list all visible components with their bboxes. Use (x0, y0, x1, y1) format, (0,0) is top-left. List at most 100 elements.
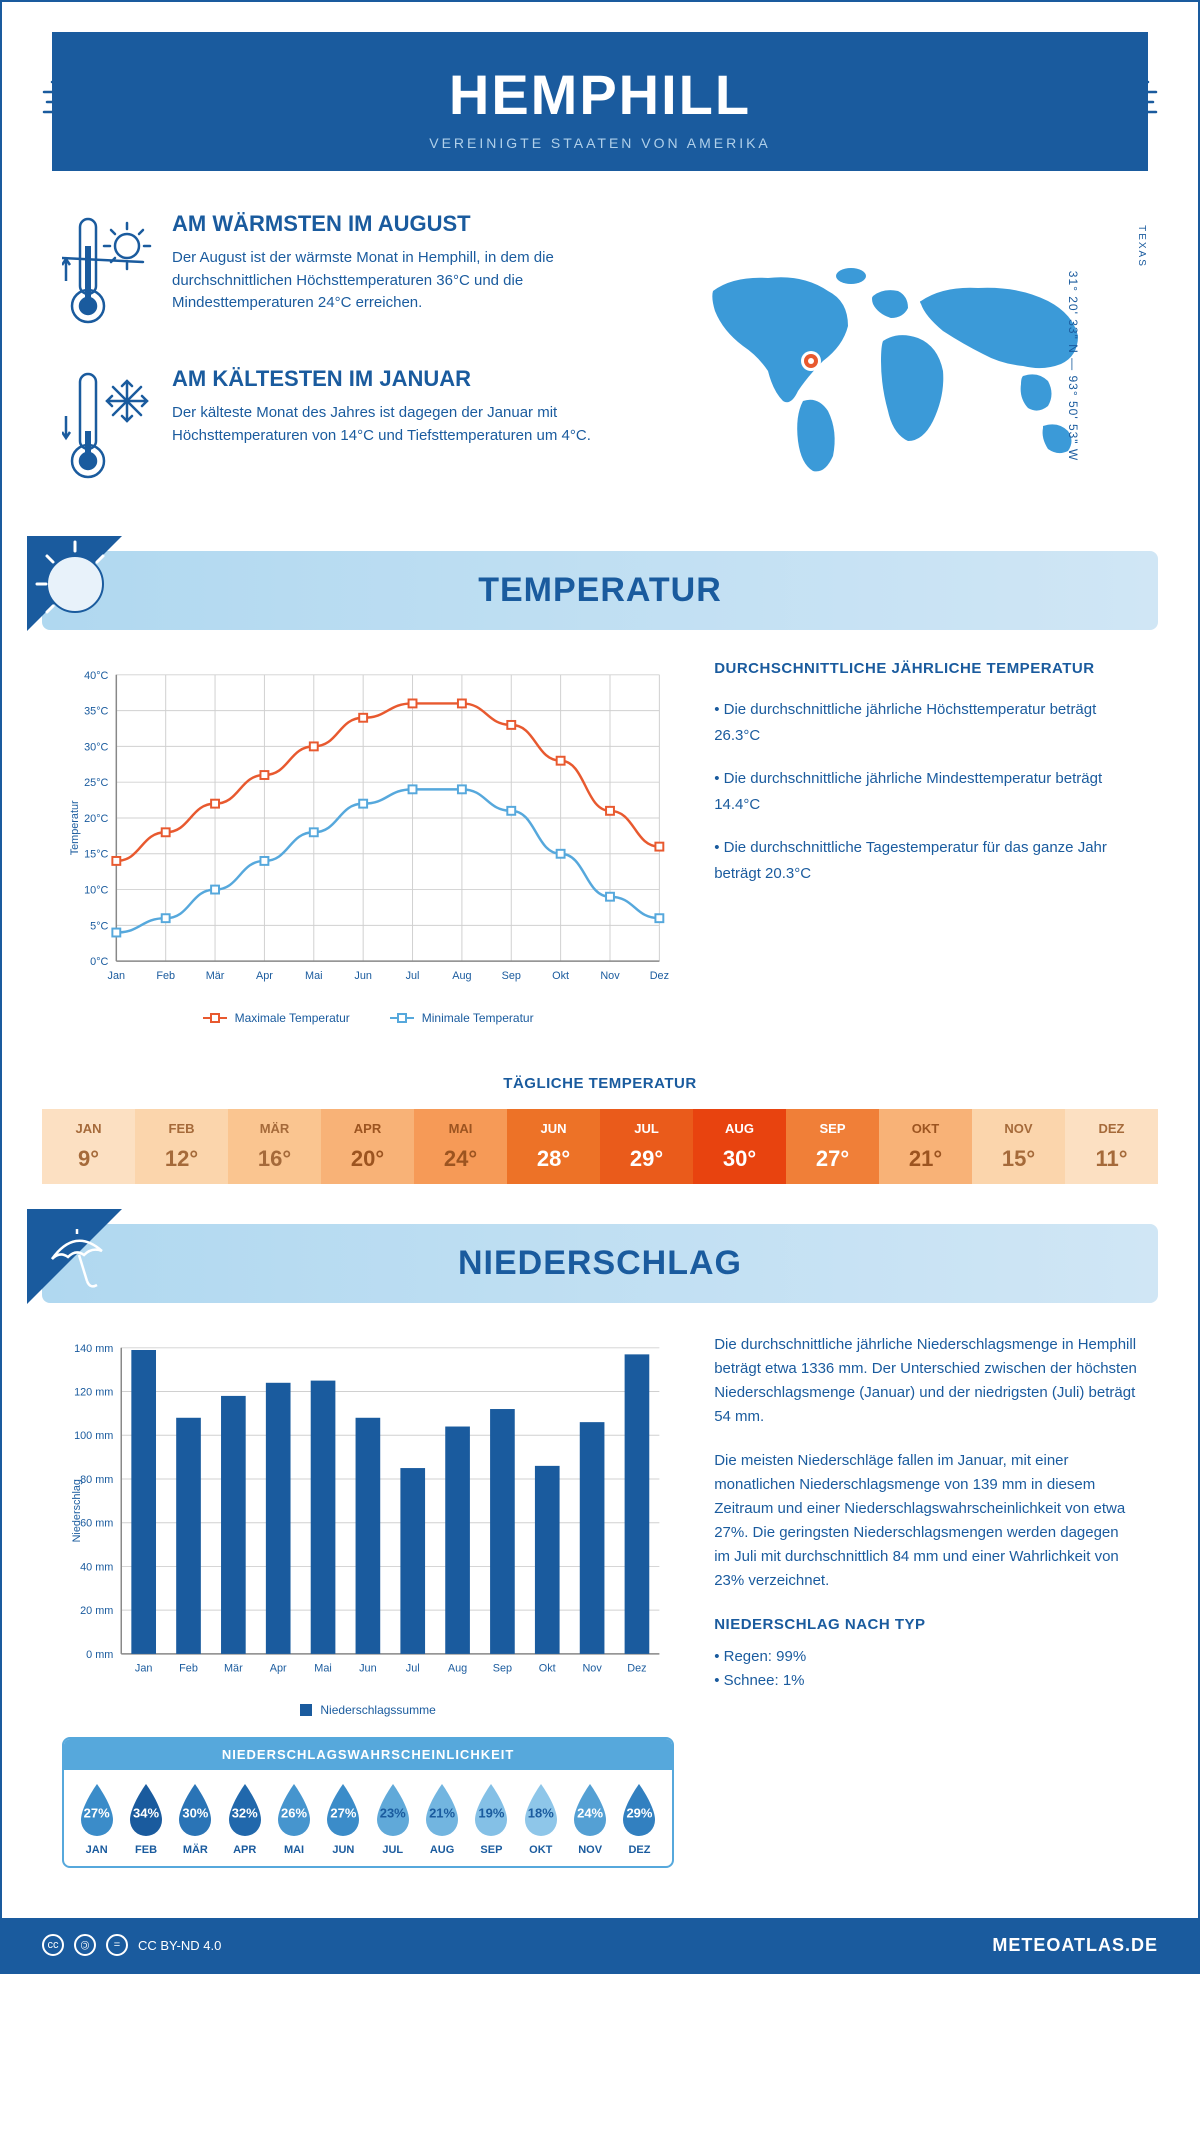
temp-info-bullet: • Die durchschnittliche jährliche Höchst… (714, 697, 1138, 748)
svg-text:20 mm: 20 mm (80, 1605, 113, 1617)
precip-prob-cell: 29%DEZ (615, 1782, 664, 1856)
svg-text:0 mm: 0 mm (86, 1649, 113, 1661)
svg-text:Aug: Aug (448, 1662, 467, 1674)
svg-text:Okt: Okt (552, 970, 569, 982)
svg-text:Jan: Jan (135, 1662, 153, 1674)
svg-text:100 mm: 100 mm (74, 1430, 113, 1442)
legend-min-label: Minimale Temperatur (422, 1011, 534, 1025)
svg-text:60 mm: 60 mm (80, 1517, 113, 1529)
legend-max-label: Maximale Temperatur (235, 1011, 350, 1025)
temperature-section-title: TEMPERATUR (42, 571, 1158, 610)
precip-type-heading: NIEDERSCHLAG NACH TYP (714, 1613, 1138, 1637)
precip-prob-cell: 18%OKT (516, 1782, 565, 1856)
daily-temp-cell: MAI24° (414, 1109, 507, 1184)
svg-text:30°C: 30°C (84, 741, 108, 753)
svg-text:20°C: 20°C (84, 813, 108, 825)
umbrella-icon (27, 1209, 137, 1319)
temperature-info: DURCHSCHNITTLICHE JÄHRLICHE TEMPERATUR •… (714, 660, 1138, 1025)
temperature-line-chart: 0°C 5°C 10°C 15°C 20°C 25°C 30°C 35°C 40°C Jan Feb… (62, 660, 674, 1025)
svg-text:Feb: Feb (156, 970, 175, 982)
svg-text:Jan: Jan (108, 970, 126, 982)
svg-text:5°C: 5°C (90, 920, 108, 932)
precip-prob-cell: 34%FEB (121, 1782, 170, 1856)
svg-text:Jun: Jun (359, 1662, 377, 1674)
svg-text:0°C: 0°C (90, 956, 108, 968)
precip-text-p2: Die meisten Niederschläge fallen im Janu… (714, 1449, 1138, 1593)
daily-temp-cell: AUG30° (693, 1109, 786, 1184)
daily-temp-cell: DEZ11° (1065, 1109, 1158, 1184)
cc-nd-icon: = (106, 1934, 128, 1956)
svg-text:Jul: Jul (406, 1662, 420, 1674)
svg-text:Okt: Okt (539, 1662, 556, 1674)
svg-text:Temperatur: Temperatur (69, 800, 81, 855)
coordinates-label: 31° 20' 33" N — 93° 50' 53" W (1066, 271, 1080, 461)
precipitation-bar-chart: 0 mm20 mm40 mm60 mm80 mm100 mm120 mm140 … (62, 1333, 674, 1717)
warmest-summary: AM WÄRMSTEN IM AUGUST Der August ist der… (62, 211, 607, 336)
svg-text:Dez: Dez (650, 970, 669, 982)
svg-text:Dez: Dez (627, 1662, 646, 1674)
coldest-text: Der kälteste Monat des Jahres ist dagege… (172, 402, 607, 447)
daily-temp-cell: JUN28° (507, 1109, 600, 1184)
site-label: METEOATLAS.DE (992, 1935, 1158, 1956)
temp-info-bullet: • Die durchschnittliche Tagestemperatur … (714, 835, 1138, 886)
svg-text:Apr: Apr (270, 1662, 287, 1674)
cc-by-icon: 🄯 (74, 1934, 96, 1956)
warmest-heading: AM WÄRMSTEN IM AUGUST (172, 211, 607, 237)
svg-text:Mai: Mai (305, 970, 323, 982)
precipitation-info: Die durchschnittliche jährliche Niedersc… (714, 1333, 1138, 1868)
precipitation-probability-box: NIEDERSCHLAGSWAHRSCHEINLICHKEIT 27%JAN34… (62, 1737, 674, 1868)
svg-text:15°C: 15°C (84, 849, 108, 861)
svg-text:25°C: 25°C (84, 777, 108, 789)
precip-prob-cell: 27%JUN (319, 1782, 368, 1856)
svg-text:Jun: Jun (354, 970, 372, 982)
svg-text:Apr: Apr (256, 970, 273, 982)
svg-text:Sep: Sep (493, 1662, 512, 1674)
svg-text:Aug: Aug (452, 970, 471, 982)
cc-icon: cc (42, 1934, 64, 1956)
world-map (683, 246, 1103, 486)
svg-text:Feb: Feb (179, 1662, 198, 1674)
daily-temp-cell: OKT21° (879, 1109, 972, 1184)
temp-info-heading: DURCHSCHNITTLICHE JÄHRLICHE TEMPERATUR (714, 660, 1138, 677)
daily-temp-cell: MÄR16° (228, 1109, 321, 1184)
svg-text:Sep: Sep (502, 970, 521, 982)
license-label: CC BY-ND 4.0 (138, 1938, 221, 1953)
precipitation-section-title: NIEDERSCHLAG (42, 1244, 1158, 1283)
coldest-heading: AM KÄLTESTEN IM JANUAR (172, 366, 607, 392)
daily-temp-cell: SEP27° (786, 1109, 879, 1184)
svg-text:Mär: Mär (224, 1662, 243, 1674)
thermometer-hot-icon (62, 211, 152, 336)
thermometer-cold-icon (62, 366, 152, 491)
daily-temp-cell: JUL29° (600, 1109, 693, 1184)
daily-temp-cell: NOV15° (972, 1109, 1065, 1184)
svg-text:Jul: Jul (406, 970, 420, 982)
precip-prob-cell: 30%MÄR (171, 1782, 220, 1856)
svg-text:Mai: Mai (314, 1662, 332, 1674)
svg-text:Nov: Nov (582, 1662, 602, 1674)
page-title: HEMPHILL (52, 62, 1148, 127)
sun-icon (27, 536, 137, 646)
precip-type-bullet: • Schnee: 1% (714, 1669, 1138, 1693)
precip-prob-cell: 27%JAN (72, 1782, 121, 1856)
footer: cc 🄯 = CC BY-ND 4.0 METEOATLAS.DE (2, 1918, 1198, 1972)
state-label: TEXAS (1136, 225, 1147, 268)
precip-prob-cell: 32%APR (220, 1782, 269, 1856)
precip-prob-title: NIEDERSCHLAGSWAHRSCHEINLICHKEIT (64, 1739, 672, 1770)
svg-text:80 mm: 80 mm (80, 1474, 113, 1486)
daily-temp-title: TÄGLICHE TEMPERATUR (2, 1075, 1198, 1092)
precip-prob-cell: 24%NOV (565, 1782, 614, 1856)
daily-temperature-strip: JAN9°FEB12°MÄR16°APR20°MAI24°JUN28°JUL29… (42, 1107, 1158, 1184)
coldest-summary: AM KÄLTESTEN IM JANUAR Der kälteste Mona… (62, 366, 607, 491)
svg-text:40 mm: 40 mm (80, 1561, 113, 1573)
svg-text:10°C: 10°C (84, 885, 108, 897)
precip-prob-cell: 21%AUG (417, 1782, 466, 1856)
precip-prob-cell: 26%MAI (269, 1782, 318, 1856)
svg-text:140 mm: 140 mm (74, 1342, 113, 1354)
warmest-text: Der August ist der wärmste Monat in Hemp… (172, 247, 607, 315)
precipitation-section-banner: NIEDERSCHLAG (42, 1224, 1158, 1303)
svg-text:35°C: 35°C (84, 706, 108, 718)
svg-text:Nov: Nov (600, 970, 620, 982)
svg-text:40°C: 40°C (84, 670, 108, 682)
page-subtitle: VEREINIGTE STAATEN VON AMERIKA (52, 135, 1148, 151)
daily-temp-cell: JAN9° (42, 1109, 135, 1184)
